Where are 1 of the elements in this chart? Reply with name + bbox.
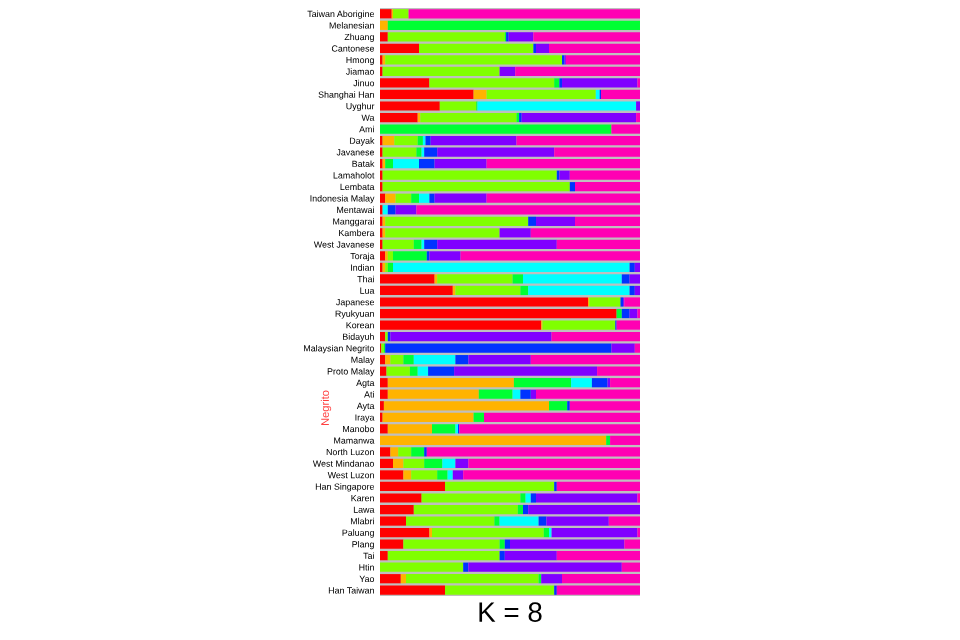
x-axis-title: K = 8	[479, 602, 542, 622]
